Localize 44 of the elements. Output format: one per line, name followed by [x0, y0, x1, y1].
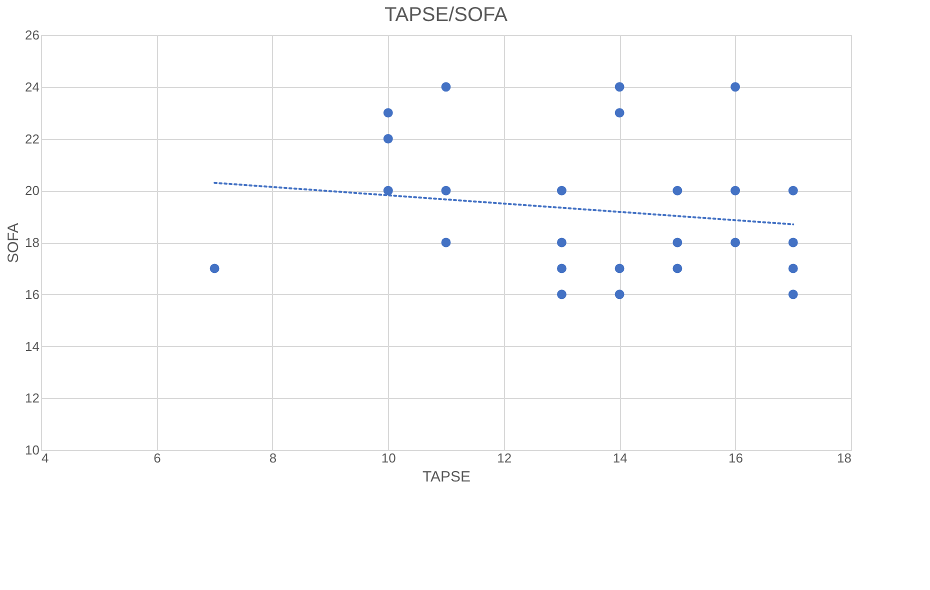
- y-tick-label: 18: [25, 235, 40, 250]
- x-tick-label: 14: [612, 450, 628, 466]
- point: [788, 186, 798, 196]
- point: [672, 264, 682, 274]
- point: [614, 264, 624, 274]
- point: [556, 290, 566, 300]
- chart-title: TAPSE/SOFA: [384, 4, 508, 26]
- point: [614, 108, 624, 118]
- x-tick-label: 16: [728, 450, 744, 466]
- point: [441, 82, 451, 92]
- point: [788, 264, 798, 274]
- x-tick-label: 10: [381, 450, 396, 466]
- x-tick-label: 8: [269, 450, 277, 466]
- point: [556, 264, 566, 274]
- point: [672, 238, 682, 248]
- x-tick-label: 18: [837, 450, 852, 466]
- y-tick-label: 12: [25, 390, 40, 406]
- y-tick-label: 16: [25, 286, 40, 302]
- y-tick-label: 24: [25, 79, 40, 94]
- y-tick-label: 14: [25, 338, 40, 354]
- y-axis-title: SOFA: [5, 222, 22, 264]
- x-tick-label: 12: [497, 450, 512, 466]
- y-tick-label: 20: [25, 183, 40, 198]
- point: [614, 82, 624, 92]
- point: [556, 238, 566, 248]
- point: [383, 134, 393, 144]
- point: [383, 108, 393, 118]
- point: [614, 290, 624, 300]
- point: [556, 186, 566, 196]
- point: [383, 186, 393, 196]
- x-axis-title: TAPSE: [422, 468, 471, 486]
- point: [730, 238, 740, 248]
- point: [788, 290, 798, 300]
- point: [788, 238, 798, 248]
- y-tick-label: 22: [25, 131, 40, 146]
- point: [441, 238, 451, 248]
- point: [730, 186, 740, 196]
- point: [210, 264, 220, 274]
- point: [730, 82, 740, 92]
- x-tick-label: 4: [42, 450, 49, 466]
- x-tick-label: 6: [154, 450, 161, 466]
- point: [672, 186, 682, 196]
- y-tick-label: 26: [25, 28, 40, 42]
- point: [441, 186, 451, 196]
